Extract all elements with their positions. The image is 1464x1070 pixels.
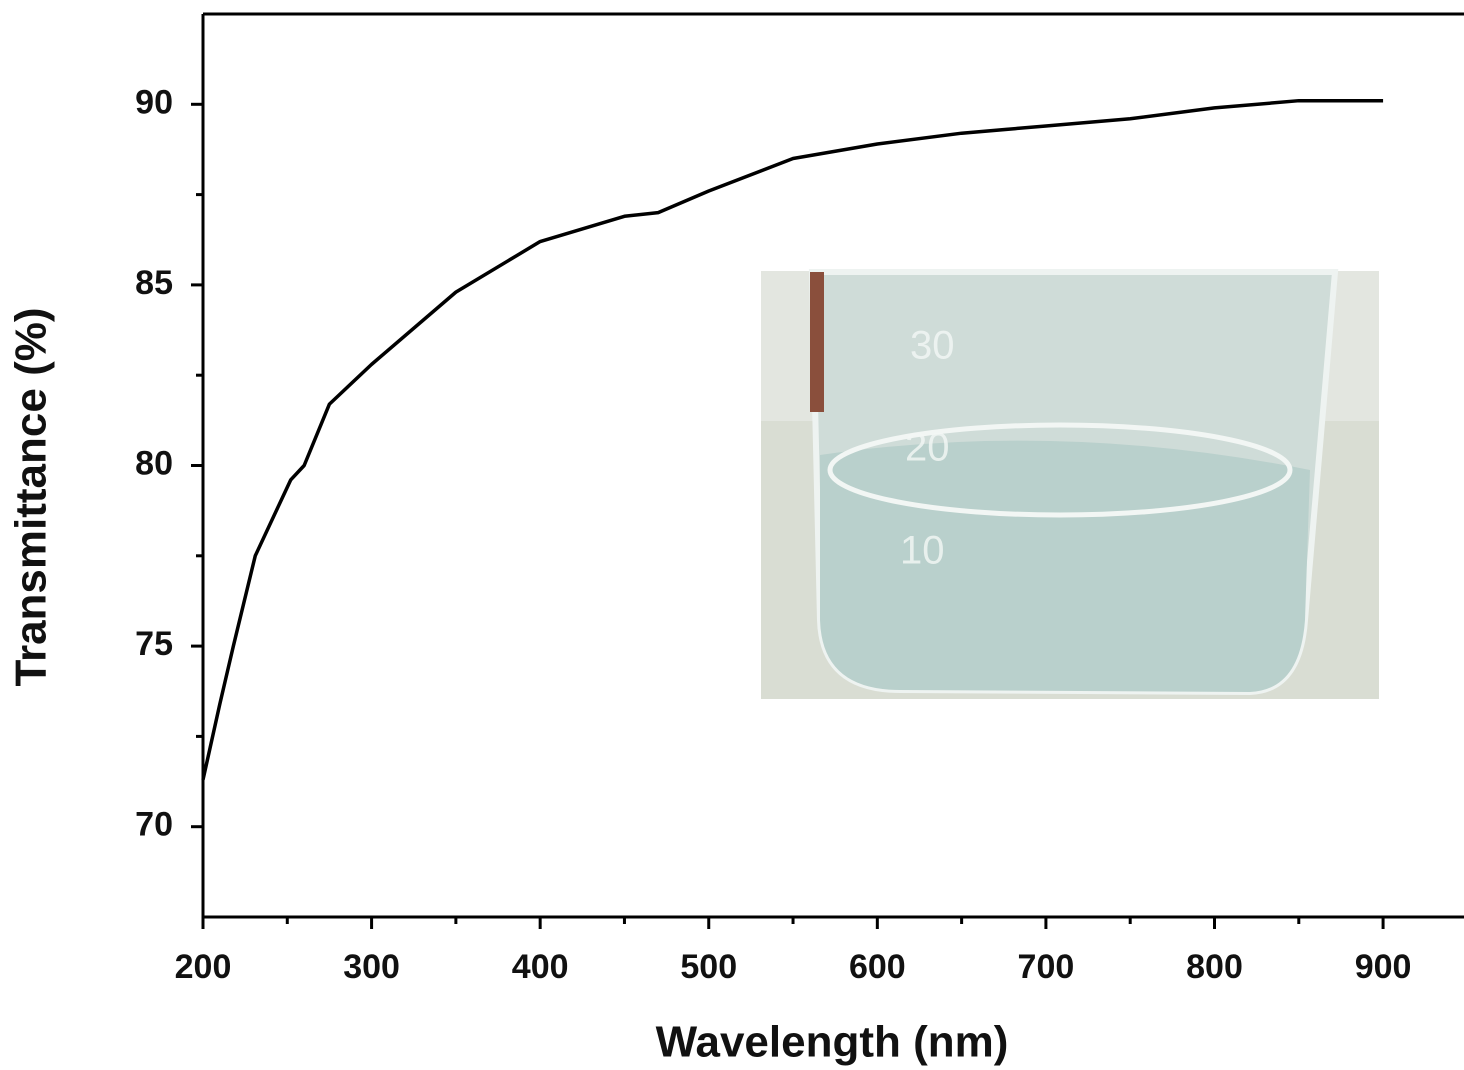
y-tick-label: 80 [135, 444, 173, 482]
beaker-edge [810, 272, 824, 412]
liquid [820, 440, 1310, 692]
graduation-label: 20 [905, 426, 950, 470]
x-tick-label: 400 [512, 948, 569, 986]
inset-photo: 30 20 10 [761, 269, 1379, 699]
x-tick-label: 200 [175, 948, 232, 986]
x-tick-label: 600 [849, 948, 906, 986]
y-axis-title: Transmittance (%) [7, 308, 56, 687]
graduation-label: 10 [900, 529, 945, 573]
y-tick-label: 75 [135, 625, 173, 663]
y-tick-label: 85 [135, 264, 173, 302]
graduation-label: 30 [910, 324, 955, 368]
x-tick-label: 700 [1018, 948, 1075, 986]
x-tick-label: 800 [1186, 948, 1243, 986]
x-tick-label: 900 [1355, 948, 1412, 986]
data-line [201, 98, 1384, 781]
x-axis-title: Wavelength (nm) [656, 1018, 1009, 1067]
meniscus [827, 422, 1293, 518]
x-tick-label: 500 [680, 948, 737, 986]
y-tick-label: 70 [135, 806, 173, 844]
y-tick-label: 90 [135, 83, 173, 121]
x-tick-label: 300 [343, 948, 400, 986]
